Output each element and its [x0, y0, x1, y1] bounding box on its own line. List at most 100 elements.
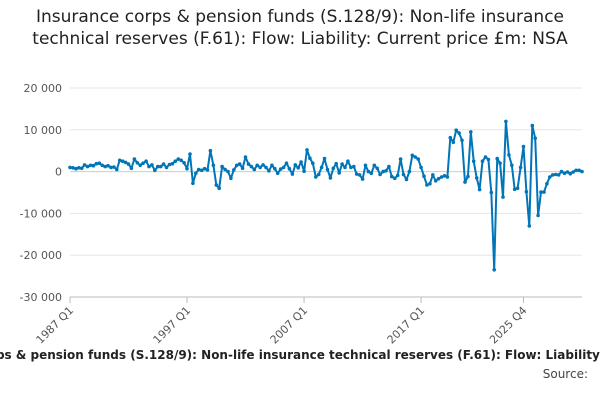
data-point[interactable]: [217, 186, 221, 191]
data-point[interactable]: [202, 166, 207, 171]
data-point[interactable]: [331, 166, 336, 171]
data-point[interactable]: [457, 131, 461, 135]
data-point[interactable]: [126, 162, 131, 166]
data-point[interactable]: [483, 155, 488, 159]
data-point[interactable]: [346, 159, 350, 163]
data-point[interactable]: [179, 158, 183, 163]
data-point[interactable]: [176, 157, 181, 161]
data-point[interactable]: [299, 160, 303, 164]
data-point[interactable]: [507, 153, 511, 157]
data-point[interactable]: [258, 165, 263, 170]
data-point[interactable]: [71, 166, 75, 170]
data-point[interactable]: [492, 268, 497, 272]
data-point[interactable]: [74, 166, 78, 171]
data-point[interactable]: [436, 176, 441, 181]
data-point[interactable]: [305, 148, 309, 152]
data-point[interactable]: [577, 168, 581, 173]
data-point[interactable]: [413, 155, 418, 159]
data-point[interactable]: [539, 190, 543, 194]
data-point[interactable]: [167, 162, 172, 167]
data-point[interactable]: [504, 119, 508, 124]
data-point[interactable]: [337, 171, 342, 175]
data-point[interactable]: [252, 167, 257, 172]
data-point[interactable]: [100, 163, 104, 168]
data-point[interactable]: [445, 175, 450, 179]
data-point[interactable]: [77, 166, 81, 170]
data-point[interactable]: [366, 169, 371, 174]
data-point[interactable]: [419, 165, 423, 170]
data-point[interactable]: [194, 171, 198, 176]
data-point[interactable]: [498, 161, 502, 165]
data-point[interactable]: [375, 166, 380, 171]
data-point[interactable]: [439, 175, 444, 179]
data-point[interactable]: [246, 162, 251, 166]
data-point[interactable]: [240, 166, 245, 171]
data-point[interactable]: [112, 165, 116, 169]
data-point[interactable]: [82, 163, 87, 167]
data-point[interactable]: [229, 176, 233, 181]
data-point[interactable]: [422, 174, 426, 178]
data-point[interactable]: [378, 172, 382, 177]
data-point[interactable]: [384, 169, 388, 173]
data-point[interactable]: [466, 174, 470, 179]
data-point[interactable]: [360, 177, 365, 181]
data-point[interactable]: [343, 165, 347, 170]
data-point[interactable]: [425, 183, 429, 187]
data-point[interactable]: [448, 135, 453, 140]
data-point[interactable]: [410, 153, 415, 158]
data-point[interactable]: [314, 175, 318, 179]
data-point[interactable]: [278, 167, 283, 171]
data-point[interactable]: [460, 138, 464, 143]
data-point[interactable]: [188, 152, 192, 156]
data-point[interactable]: [431, 173, 435, 177]
data-point[interactable]: [568, 171, 573, 176]
data-point[interactable]: [349, 165, 353, 170]
data-point[interactable]: [471, 159, 476, 163]
data-point[interactable]: [138, 163, 142, 168]
data-point[interactable]: [164, 165, 169, 170]
data-point[interactable]: [261, 163, 265, 167]
data-point[interactable]: [293, 163, 298, 167]
data-point[interactable]: [205, 168, 210, 172]
data-point[interactable]: [372, 163, 377, 168]
data-point[interactable]: [284, 161, 289, 165]
data-point[interactable]: [123, 160, 128, 165]
data-point[interactable]: [214, 183, 219, 187]
data-point[interactable]: [550, 173, 555, 177]
data-point[interactable]: [68, 165, 72, 170]
data-point[interactable]: [91, 163, 96, 168]
data-point[interactable]: [334, 161, 339, 166]
data-point[interactable]: [580, 169, 584, 174]
data-point[interactable]: [512, 187, 517, 191]
data-point[interactable]: [390, 174, 394, 179]
data-point[interactable]: [322, 156, 327, 161]
data-point[interactable]: [223, 167, 227, 172]
data-point[interactable]: [474, 176, 479, 180]
data-point[interactable]: [267, 169, 271, 173]
data-point[interactable]: [144, 159, 148, 163]
data-point[interactable]: [264, 165, 268, 170]
data-point[interactable]: [196, 167, 201, 172]
data-point[interactable]: [270, 163, 274, 168]
data-point[interactable]: [249, 164, 254, 169]
data-point[interactable]: [352, 164, 356, 169]
data-point[interactable]: [524, 189, 529, 194]
data-point[interactable]: [559, 169, 564, 174]
data-point[interactable]: [357, 173, 362, 177]
data-point[interactable]: [273, 166, 277, 171]
data-point[interactable]: [316, 172, 321, 177]
data-point[interactable]: [132, 157, 137, 161]
data-point[interactable]: [363, 163, 368, 168]
data-point[interactable]: [141, 161, 145, 165]
data-point[interactable]: [255, 163, 259, 168]
data-point[interactable]: [191, 181, 195, 186]
data-point[interactable]: [486, 157, 491, 162]
data-point[interactable]: [469, 130, 473, 134]
data-point[interactable]: [340, 162, 344, 166]
data-point[interactable]: [354, 172, 359, 176]
data-point[interactable]: [211, 163, 216, 168]
data-point[interactable]: [510, 163, 514, 168]
data-point[interactable]: [521, 144, 526, 149]
data-point[interactable]: [296, 166, 301, 170]
data-point[interactable]: [556, 173, 561, 177]
